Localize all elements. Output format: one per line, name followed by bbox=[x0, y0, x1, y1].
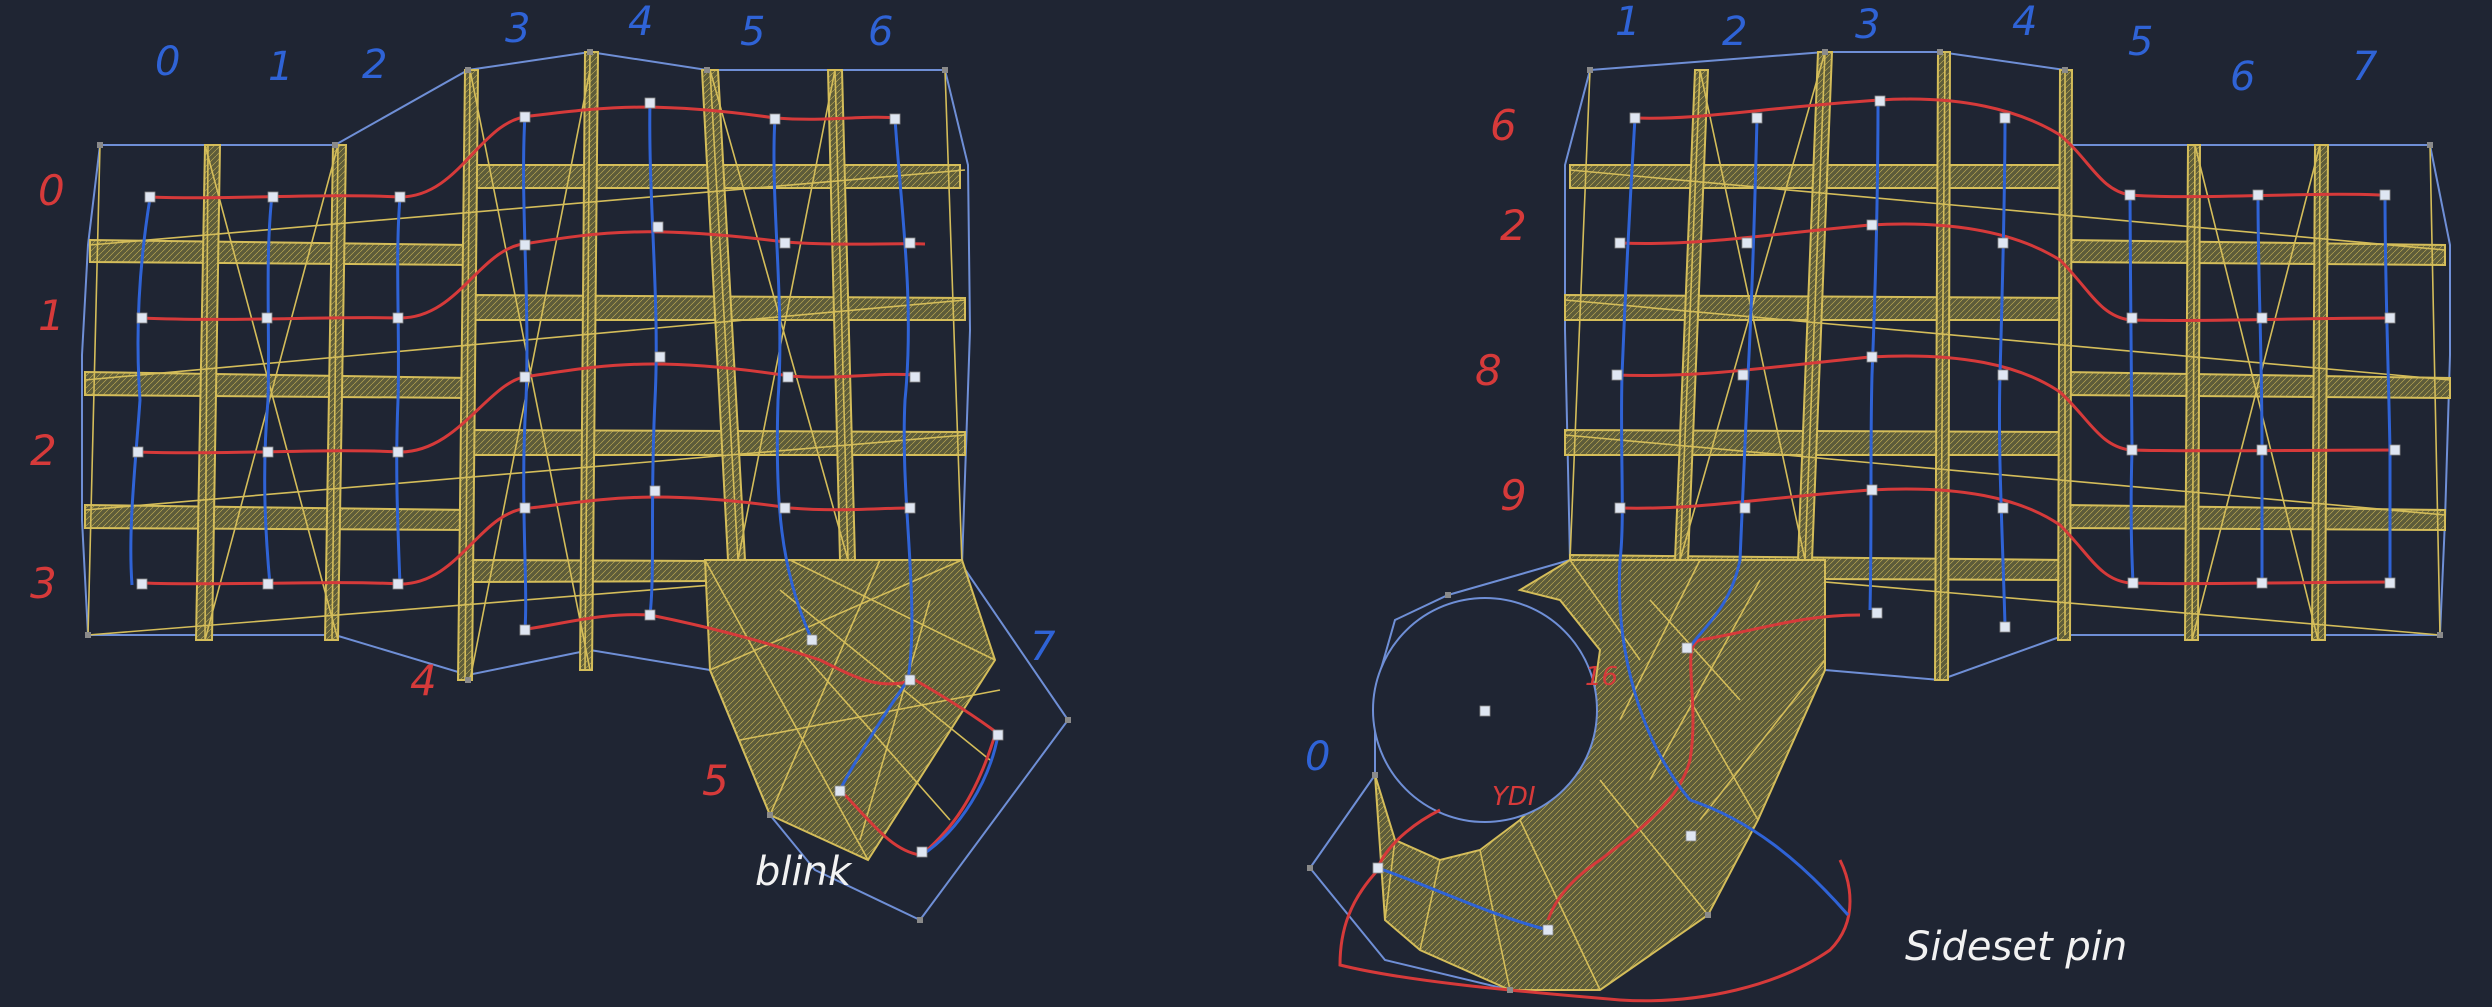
left-corner-nodes bbox=[85, 49, 1071, 923]
right-col-label-6: 6 bbox=[2230, 54, 2255, 100]
left-row-labels: 0 1 2 3 4 5 bbox=[30, 166, 729, 805]
right-col-label-5: 5 bbox=[2128, 19, 2153, 65]
right-col-label-3: 3 bbox=[1855, 2, 1880, 48]
right-col-label-7: 7 bbox=[2352, 44, 2378, 90]
right-keys bbox=[1372, 95, 2401, 936]
left-col-label-2: 2 bbox=[362, 42, 387, 88]
left-thumb-label-5: 5 bbox=[702, 756, 729, 805]
left-row-label-1: 1 bbox=[38, 291, 65, 340]
left-row-label-3: 3 bbox=[30, 559, 57, 608]
right-col-label-1: 1 bbox=[1615, 0, 1640, 45]
left-row-label-4: 4 bbox=[410, 656, 437, 705]
left-case-outline bbox=[81, 50, 1070, 922]
left-row-label-0: 0 bbox=[38, 166, 65, 215]
right-row-wires bbox=[1338, 97, 2401, 1003]
right-column-labels: 1 2 3 4 5 6 7 bbox=[1615, 0, 2378, 100]
right-row-label-6: 6 bbox=[1490, 101, 1517, 150]
left-thumb-cluster bbox=[703, 559, 1001, 862]
left-thumb-label-7: 7 bbox=[1030, 624, 1056, 670]
right-row-labels: 6 2 8 9 16 YDI bbox=[1475, 101, 1618, 812]
right-col-label-2: 2 bbox=[1722, 9, 1747, 55]
left-column-labels: 0 1 2 3 4 5 6 bbox=[155, 0, 893, 90]
left-col-label-0: 0 bbox=[155, 39, 180, 85]
left-col-label-3: 3 bbox=[505, 6, 530, 52]
left-col-label-1: 1 bbox=[268, 44, 293, 90]
right-thumb-label-0: 0 bbox=[1305, 734, 1330, 780]
right-row-label-9: 9 bbox=[1500, 471, 1527, 520]
right-thumb-label-16: 16 bbox=[1585, 662, 1618, 692]
right-column-wires bbox=[1377, 99, 2392, 932]
left-col-label-5: 5 bbox=[740, 9, 765, 55]
left-row-label-2: 2 bbox=[30, 426, 57, 475]
left-column-wires bbox=[129, 99, 1000, 857]
right-note-sideset-pin: Sideset pin bbox=[1905, 924, 2127, 970]
left-note-blink: blink bbox=[755, 849, 853, 895]
left-col-label-6: 6 bbox=[868, 9, 893, 55]
left-half: 0 1 2 3 4 5 6 0 1 2 3 4 5 7 blink bbox=[30, 0, 1071, 923]
right-col-label-4: 4 bbox=[2012, 0, 2037, 45]
right-half: 1 2 3 4 5 6 7 6 2 8 9 16 YDI 0 Sideset p… bbox=[1305, 0, 2451, 1003]
right-row-label-2: 2 bbox=[1500, 201, 1527, 250]
right-thumb-note: YDI bbox=[1492, 782, 1536, 812]
left-keys bbox=[132, 97, 1004, 858]
trackball-center bbox=[1479, 705, 1491, 717]
right-row-label-8: 8 bbox=[1475, 346, 1502, 395]
right-thumb-cluster bbox=[1372, 559, 1826, 991]
left-col-label-4: 4 bbox=[628, 0, 653, 45]
right-corner-nodes bbox=[1307, 49, 2443, 993]
